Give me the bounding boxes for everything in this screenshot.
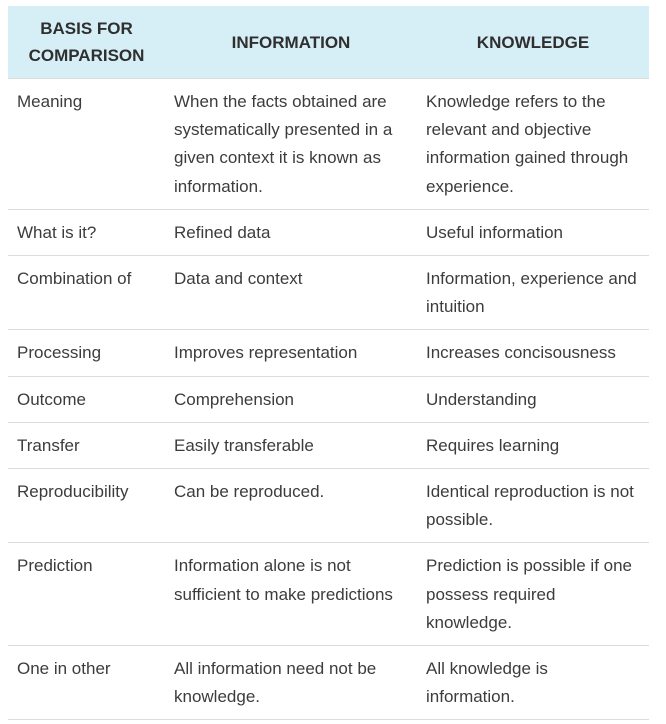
comparison-table-container: BASIS FOR COMPARISON INFORMATION KNOWLED… (8, 6, 649, 721)
row-information-cell: Improves representation (165, 329, 417, 377)
row-basis-cell: Combination of (8, 255, 165, 330)
row-basis-cell: Transfer (8, 421, 165, 469)
table-body: Meaning When the facts obtained are syst… (8, 78, 649, 721)
table-row: Prediction Information alone is not suff… (8, 542, 649, 646)
row-basis-cell: Processing (8, 329, 165, 377)
row-information-cell: Data and context (165, 255, 417, 330)
table-row: Meaning When the facts obtained are syst… (8, 78, 649, 210)
header-basis-for-comparison: BASIS FOR COMPARISON (8, 6, 165, 79)
row-information-cell: Can be reproduced. (165, 468, 417, 543)
row-information-cell: Information alone is not sufficient to m… (165, 542, 417, 646)
table-row: Combination of Data and context Informat… (8, 255, 649, 330)
table-row: Reproducibility Can be reproduced. Ident… (8, 468, 649, 543)
row-basis-cell: Meaning (8, 78, 165, 210)
row-information-cell: When the facts obtained are systematical… (165, 78, 417, 210)
header-information: INFORMATION (165, 6, 417, 79)
table-row: One in other All information need not be… (8, 645, 649, 721)
row-basis-cell: Outcome (8, 375, 165, 423)
row-knowledge-cell: Increases concisousness (417, 329, 649, 377)
header-knowledge: KNOWLEDGE (417, 6, 649, 79)
row-information-cell: All information need not be knowledge. (165, 645, 417, 721)
row-knowledge-cell: All knowledge is information. (417, 645, 649, 721)
row-knowledge-cell: Information, experience and intuition (417, 255, 649, 330)
row-basis-cell: Reproducibility (8, 468, 165, 543)
header-row: BASIS FOR COMPARISON INFORMATION KNOWLED… (8, 6, 649, 79)
row-basis-cell: One in other (8, 645, 165, 721)
table-row: What is it? Refined data Useful informat… (8, 208, 649, 256)
table-header: BASIS FOR COMPARISON INFORMATION KNOWLED… (8, 6, 649, 79)
row-information-cell: Comprehension (165, 375, 417, 423)
row-knowledge-cell: Requires learning (417, 421, 649, 469)
row-basis-cell: Prediction (8, 542, 165, 646)
table-row: Transfer Easily transferable Requires le… (8, 421, 649, 469)
row-information-cell: Easily transferable (165, 421, 417, 469)
row-knowledge-cell: Knowledge refers to the relevant and obj… (417, 78, 649, 210)
comparison-table: BASIS FOR COMPARISON INFORMATION KNOWLED… (8, 6, 649, 721)
row-knowledge-cell: Identical reproduction is not possible. (417, 468, 649, 543)
table-row: Processing Improves representation Incre… (8, 329, 649, 377)
table-row: Outcome Comprehension Understanding (8, 375, 649, 423)
row-basis-cell: What is it? (8, 208, 165, 256)
row-knowledge-cell: Useful information (417, 208, 649, 256)
row-information-cell: Refined data (165, 208, 417, 256)
row-knowledge-cell: Prediction is possible if one possess re… (417, 542, 649, 646)
row-knowledge-cell: Understanding (417, 375, 649, 423)
